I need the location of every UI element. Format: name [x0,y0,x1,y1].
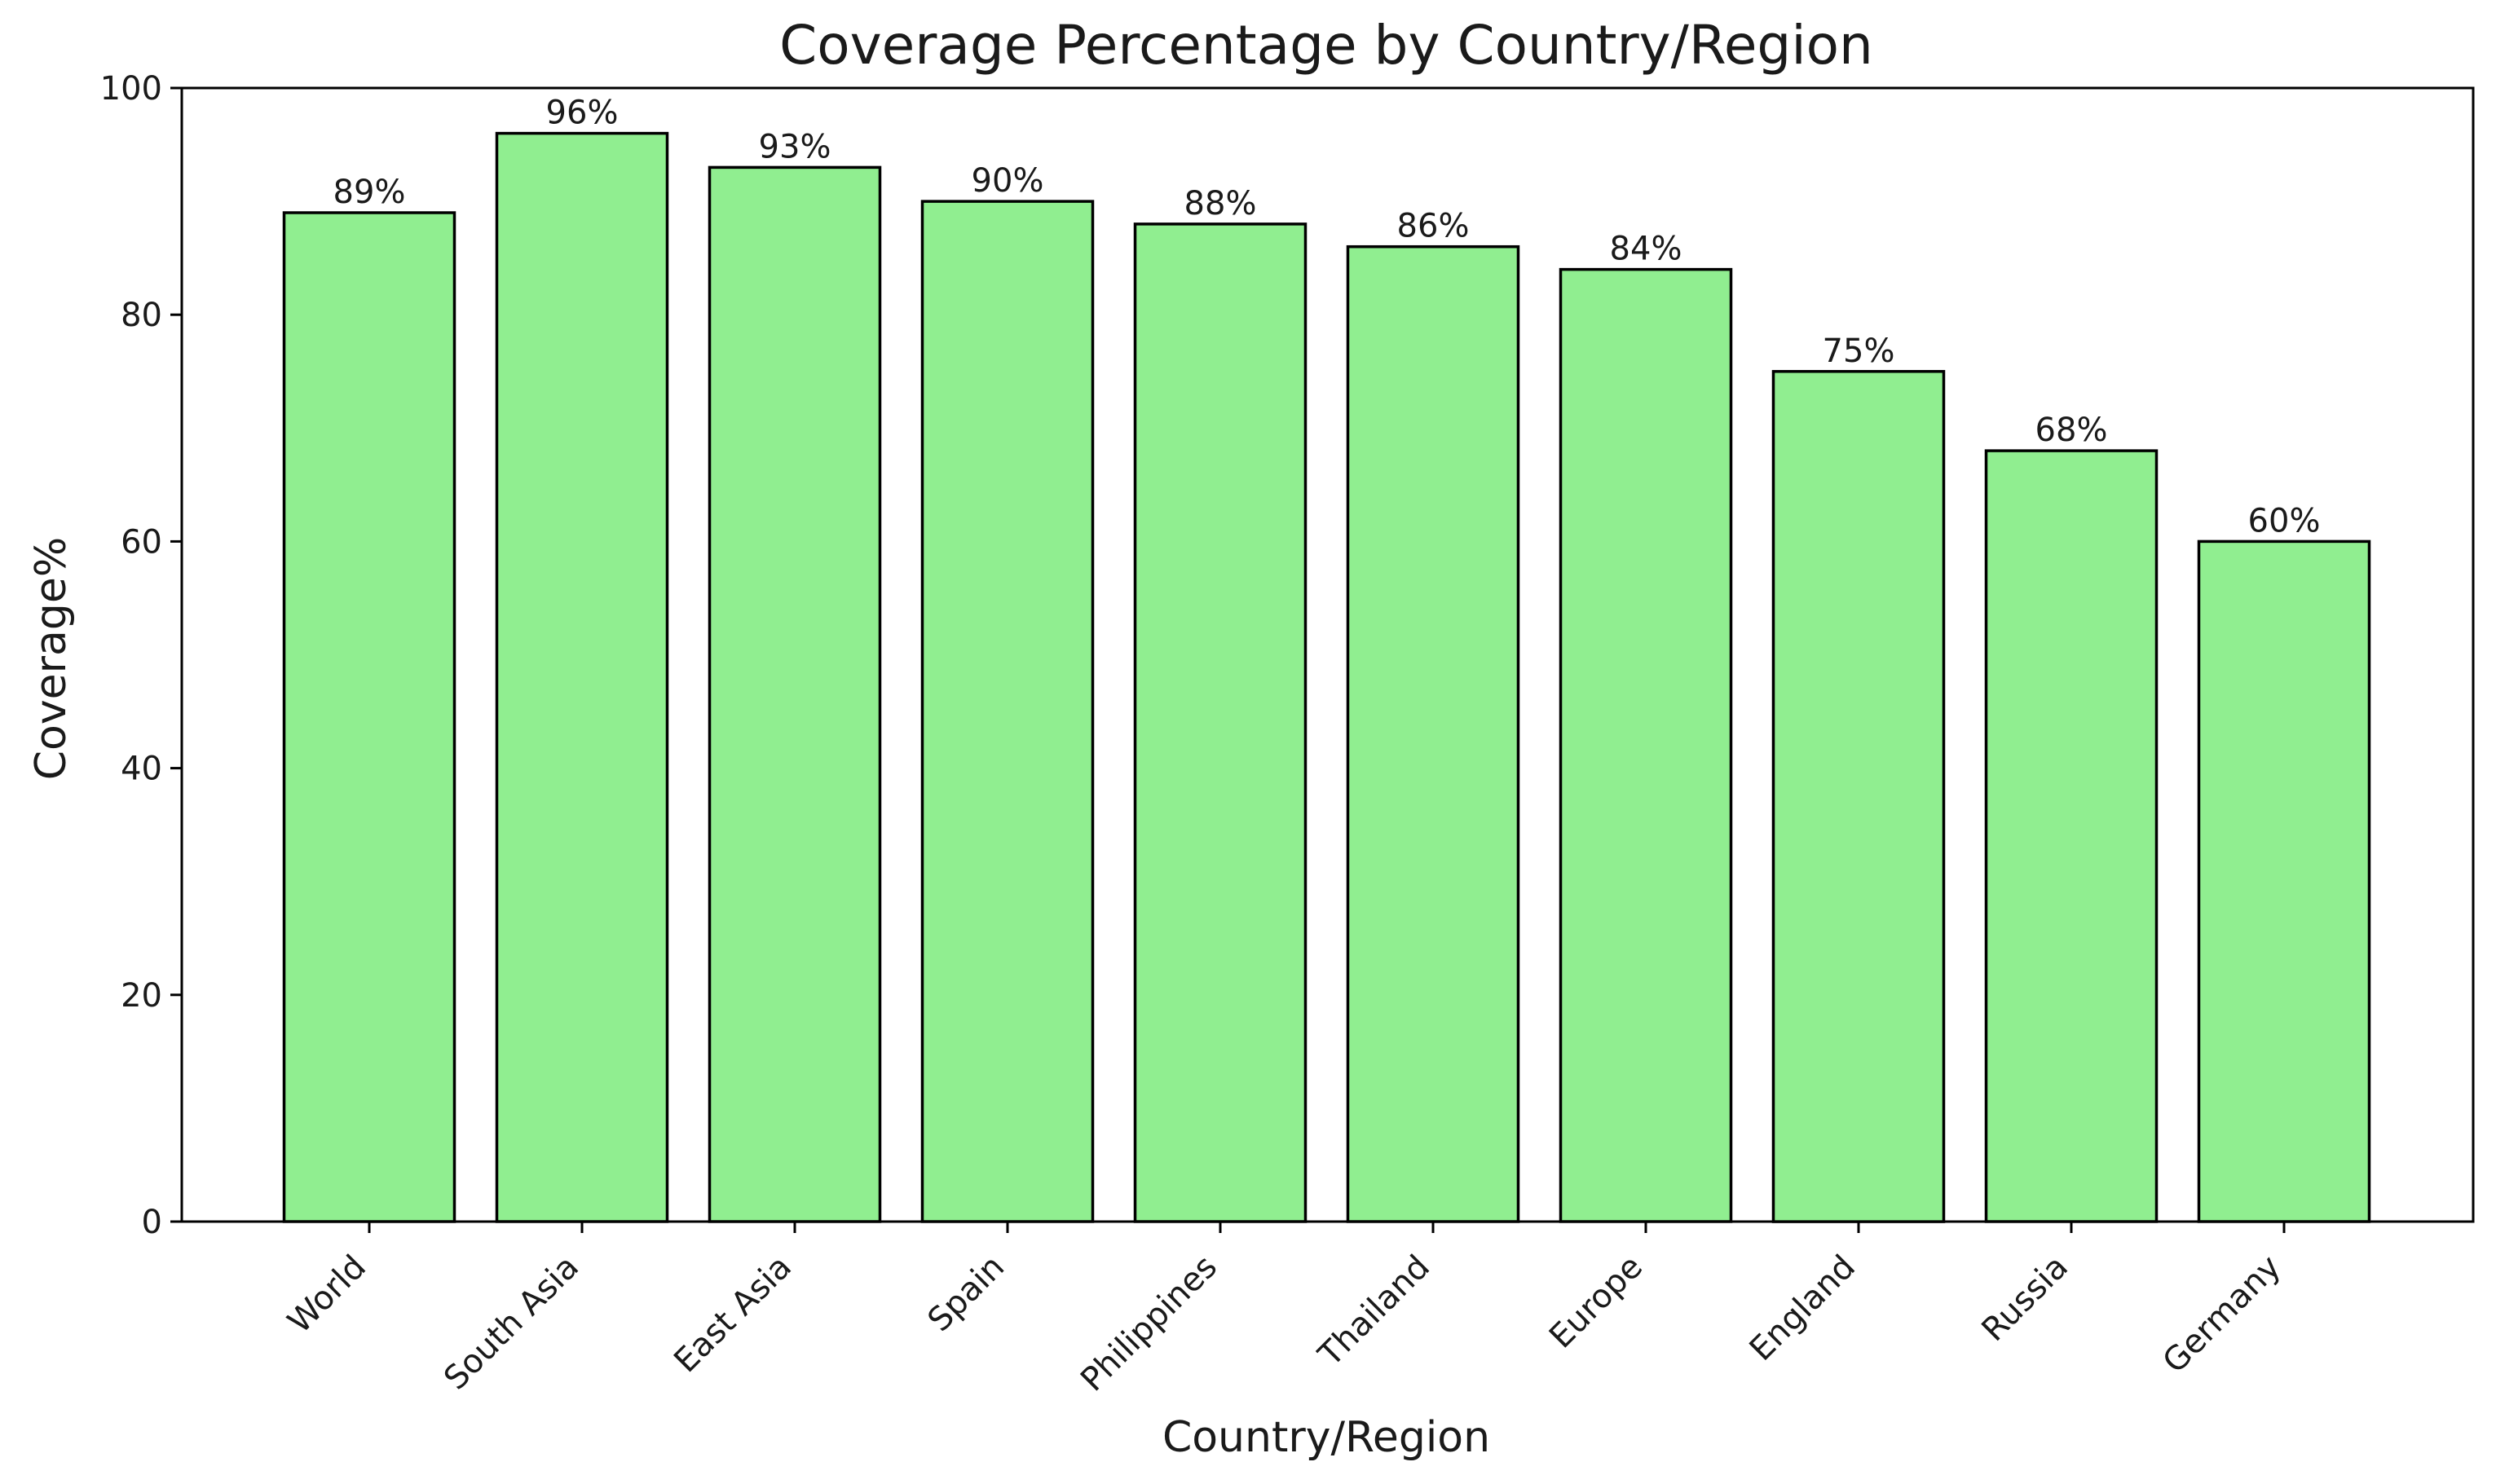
bar-value-label: 84% [1610,231,1682,268]
y-tick-label: 100 [100,70,162,108]
bar [708,165,882,1223]
y-axis-label: Coverage% [27,537,76,781]
bar-value-label: 68% [2035,412,2108,449]
y-tick-label: 80 [121,297,162,334]
bar [282,211,456,1223]
bar [1771,370,1946,1223]
y-tick-label: 20 [121,977,162,1015]
bar [1559,267,1733,1223]
x-tick-label: Philippines [1074,1248,1224,1399]
bar [495,131,669,1223]
y-tick-label: 0 [142,1204,162,1241]
bar-value-label: 89% [333,174,406,211]
bar [1346,244,1520,1223]
bar [2197,539,2371,1223]
bar [1133,222,1308,1223]
y-tick-label: 40 [121,751,162,788]
x-tick-label: East Asia [667,1248,799,1381]
x-tick-label: World [280,1248,373,1341]
x-tick-label: Europe [1542,1248,1650,1356]
bar-value-label: 93% [759,128,831,165]
x-tick-label: Germany [2156,1248,2289,1381]
chart-title: Coverage Percentage by Country/Region [779,14,1873,77]
x-tick-label: Russia [1975,1248,2076,1350]
x-tick-label: Thailand [1311,1248,1437,1375]
bar [920,200,1095,1223]
bar [1984,449,2159,1223]
plot-frame [180,86,2475,1223]
bar-value-label: 90% [972,162,1044,200]
y-tick-label: 60 [121,523,162,561]
plot-area: 89% World 96% South Asia 93% East Asia 90% Spai… [100,70,2475,1399]
bar-value-label: 88% [1184,185,1257,222]
x-tick-label: Spain [921,1248,1012,1340]
bar-value-label: 86% [1397,208,1470,245]
bar-value-label: 75% [1823,332,1895,370]
bar-value-label: 96% [546,95,619,132]
x-tick-label: South Asia [437,1248,586,1398]
x-axis-label: Country/Region [1162,1413,1490,1462]
x-tick-label: England [1743,1248,1863,1368]
bar-value-label: 60% [2248,502,2321,539]
